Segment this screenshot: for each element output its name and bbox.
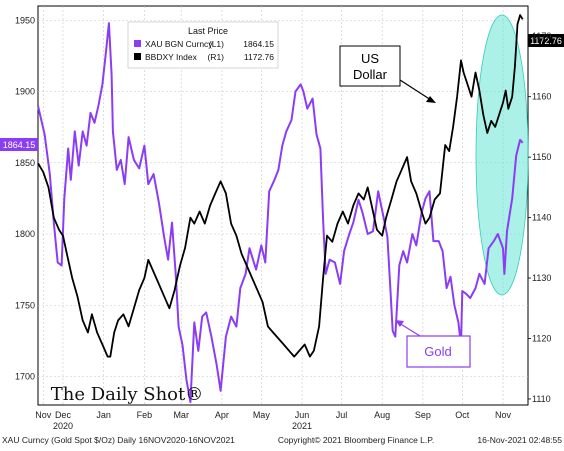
left-axis-badge-text: 1864.15: [3, 140, 36, 150]
annotation-gold-arrowhead: [395, 320, 404, 327]
y-right-tick-label: 1140: [532, 213, 551, 223]
legend-box: [127, 21, 279, 69]
x-tick-label: Apr: [215, 410, 229, 420]
left-axis-badge-box: [0, 138, 38, 151]
x-tick-label: Oct: [455, 410, 470, 420]
x-tick-label: Nov: [495, 410, 512, 420]
legend-axis-gold: (L1): [209, 39, 224, 49]
annotation-us-dollar: US Dollar: [339, 45, 436, 103]
x-tick-label: Dec: [55, 410, 72, 420]
legend-swatch-gold: [134, 40, 141, 47]
y-right-tick-label: 1160: [532, 92, 551, 102]
x-tick-label: Sep: [415, 410, 431, 420]
x-tick-label: Feb: [137, 410, 153, 420]
legend: Last Price XAU BGN Curncy (L1) 1864.15 B…: [127, 21, 279, 69]
watermark: The Daily Shot®: [51, 384, 204, 405]
y-left-tick-label: 1900: [15, 87, 35, 97]
series-line-gold: [37, 22, 524, 404]
y-right-tick-label: 1110: [532, 394, 551, 404]
annotation-us-dollar-line2: Dollar: [353, 67, 388, 82]
annotation-us-dollar-arrowhead: [426, 96, 436, 103]
annotation-gold: Gold: [395, 320, 471, 368]
y-right-tick-label: 1130: [532, 273, 551, 283]
x-tick-label: Mar: [173, 410, 189, 420]
footer-right: 16-Nov-2021 02:48:55: [477, 435, 562, 445]
annotation-gold-box: [406, 335, 471, 368]
annotation-gold-label: Gold: [424, 344, 451, 359]
legend-header: Last Price: [188, 26, 228, 36]
axes-layer: Nov Dec Jan Feb Mar Apr May Jun Jul Aug Sep Oct Nov2…: [15, 15, 551, 431]
legend-swatch-dxy: [134, 53, 141, 60]
annotation-us-dollar-box: [339, 45, 401, 87]
y-left-tick-label: 1750: [15, 300, 35, 310]
x-tick-label: Aug: [374, 410, 390, 420]
x-year-label: 2021: [292, 421, 312, 431]
y-left-tick-label: 1800: [15, 229, 35, 239]
legend-value-gold: 1864.15: [243, 39, 274, 49]
annotation-us-dollar-arrow: [399, 79, 432, 101]
y-right-tick-label: 1150: [532, 152, 551, 162]
highlight-ellipse: [475, 14, 529, 296]
series-layer: [37, 14, 524, 404]
x-tick-label: May: [253, 410, 271, 420]
right-axis-badge: 1172.76: [528, 34, 564, 47]
legend-name-dxy: BBDXY Index: [145, 52, 198, 62]
footer-left: XAU Curncy (Gold Spot $/Oz) Daily 16NOV2…: [2, 435, 235, 445]
x-year-label: 2020: [53, 421, 73, 431]
series-line-us-dollar: [37, 14, 524, 358]
y-left-tick-label: 1700: [15, 372, 35, 382]
left-axis-badge: 1864.15: [0, 138, 38, 151]
x-tick-label: Jan: [96, 410, 111, 420]
x-tick-label: Nov: [35, 410, 52, 420]
y-left-tick-label: 1950: [15, 15, 35, 25]
x-tick-label: Jul: [336, 410, 348, 420]
annotation-gold-arrow: [398, 322, 421, 337]
right-axis-badge-box: [528, 34, 564, 47]
right-axis-badge-text: 1172.76: [530, 36, 562, 46]
x-tick-label: Jun: [295, 410, 310, 420]
gridlines: [38, 6, 528, 405]
legend-name-gold: XAU BGN Curncy: [145, 39, 213, 49]
annotation-us-dollar-line1: US: [361, 51, 379, 66]
y-right-tick-label: 1120: [532, 334, 551, 344]
footer-center: Copyright© 2021 Bloomberg Finance L.P.: [278, 435, 434, 445]
y-left-tick-label: 1850: [15, 158, 35, 168]
legend-axis-dxy: (R1): [207, 52, 224, 62]
legend-value-dxy: 1172.76: [244, 52, 274, 62]
y-right-tick-label: 1170: [532, 31, 551, 41]
